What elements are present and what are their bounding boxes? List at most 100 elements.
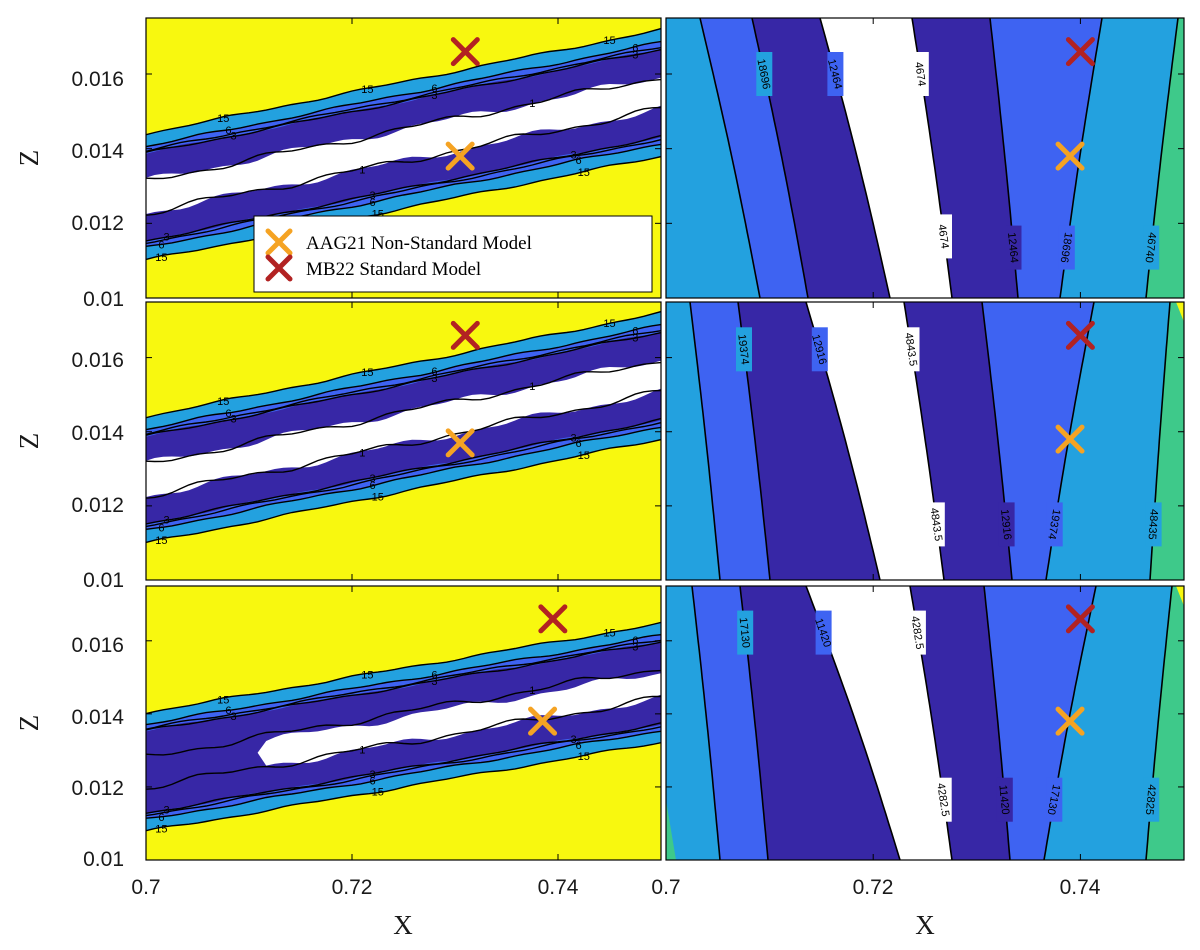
- contour-label: 6: [225, 705, 231, 717]
- contour-label: 15: [217, 694, 229, 706]
- mb22-marker: [1065, 37, 1095, 67]
- aag21-marker: [445, 428, 475, 458]
- z-axis-label: Z: [14, 433, 44, 450]
- x-axis-label: X: [915, 910, 935, 940]
- contour-label: 6: [632, 635, 638, 647]
- contour-label: 3: [370, 473, 376, 485]
- axes-frame: [665, 585, 1185, 861]
- x-tick-label: 0.7: [651, 876, 680, 899]
- z-axis-label: Z: [14, 715, 44, 732]
- legend-box: [253, 215, 653, 293]
- contour-label: 4282.5: [908, 615, 925, 650]
- contour-label: 12464: [1005, 232, 1020, 264]
- contour-label: 48435: [1146, 509, 1160, 540]
- contour-label-bg: [1058, 225, 1075, 270]
- contour-label: 4674: [912, 61, 927, 87]
- x-tick-label: 0.7: [131, 876, 160, 899]
- contour-label: 3: [632, 641, 638, 653]
- contour-label: 15: [361, 84, 373, 96]
- contour-label: 1: [529, 98, 535, 110]
- x-tick-label: 0.74: [1060, 876, 1101, 899]
- contour-label: 3: [231, 711, 237, 723]
- contour-label-bg: [998, 502, 1015, 547]
- z-tick-label: 0.012: [71, 777, 124, 800]
- right-panel-2-fills: [666, 302, 1184, 580]
- contour-label: 15: [578, 450, 590, 462]
- contour-label: 18696: [1058, 231, 1074, 263]
- z-tick-label: 0.016: [71, 68, 124, 91]
- contour-label: 4674: [935, 224, 950, 250]
- contour-label-bg: [737, 610, 754, 655]
- mb22-marker: [538, 604, 568, 634]
- contour-label: 18696: [754, 58, 772, 90]
- contour-label: 6: [158, 523, 164, 535]
- contour-label: 3: [570, 432, 576, 444]
- axes-frames: [145, 17, 1185, 861]
- mb22-marker: [450, 37, 480, 67]
- contour-label: 3: [632, 50, 638, 62]
- right-panel-1-fills: [666, 18, 1184, 298]
- z-tick-label: 0.01: [83, 848, 124, 871]
- contour-label: 3: [431, 373, 437, 385]
- z-tick-label: 0.016: [71, 634, 124, 657]
- contour-label-bg: [1046, 502, 1063, 547]
- z-tick-label: 0.01: [83, 569, 124, 592]
- z-tick-label: 0.01: [83, 288, 124, 311]
- axes-frame: [145, 17, 662, 299]
- contour-label-bg: [935, 777, 952, 822]
- contour-label: 6: [431, 670, 437, 682]
- contour-label: 3: [370, 190, 376, 202]
- contour-label-bg: [1046, 777, 1063, 822]
- model-markers: [445, 37, 1095, 736]
- contour-label: 19374: [1045, 508, 1062, 540]
- legend-label-aag21: AAG21 Non-Standard Model: [306, 233, 532, 254]
- contour-label: 3: [164, 515, 170, 527]
- contour-label-bg: [1143, 777, 1160, 822]
- contour-label: 6: [576, 155, 582, 167]
- left-panel-2-lines: [146, 310, 661, 544]
- contour-label-bg: [756, 52, 773, 96]
- contour-label: 15: [155, 535, 167, 547]
- contour-label: 12916: [998, 509, 1013, 541]
- contour-label-bg: [1005, 225, 1022, 270]
- contour-label: 3: [431, 676, 437, 688]
- contour-label: 6: [632, 326, 638, 338]
- contour-label: 3: [431, 90, 437, 102]
- mb22-marker: [450, 320, 480, 350]
- left-panel-3-fills: [146, 586, 661, 860]
- contour-label: 3: [632, 333, 638, 345]
- z-tick-label: 0.014: [71, 706, 124, 729]
- contour-label-bg: [815, 610, 832, 655]
- contour-label: 3: [164, 232, 170, 244]
- legend-marker-mb22: [265, 254, 293, 282]
- z-tick-label: 0.016: [71, 349, 124, 372]
- contour-label: 6: [158, 240, 164, 252]
- axes-frame: [145, 585, 662, 861]
- contour-label-bg: [1145, 502, 1162, 547]
- z-tick-label: 0.012: [71, 494, 124, 517]
- aag21-marker: [1055, 141, 1085, 171]
- aag21-marker: [528, 706, 558, 736]
- contour-label-bg: [936, 214, 952, 259]
- left-panel-2-fills: [146, 302, 661, 580]
- aag21-marker: [1055, 424, 1085, 454]
- contour-label: 15: [155, 252, 167, 264]
- contour-label: 1: [529, 381, 535, 393]
- z-tick-label: 0.014: [71, 422, 124, 445]
- contour-label: 6: [158, 812, 164, 824]
- contour-label: 1: [359, 447, 365, 459]
- contour-label: 42825: [1143, 784, 1158, 816]
- x-tick-label: 0.74: [538, 876, 579, 899]
- contour-label-bg: [928, 502, 945, 547]
- x-axis-label: X: [393, 910, 413, 940]
- contour-label: 15: [603, 35, 615, 47]
- aag21-marker: [1055, 706, 1085, 736]
- contour-label: 19374: [735, 334, 750, 366]
- contour-label-bg: [827, 52, 844, 96]
- contour-label: 6: [576, 438, 582, 450]
- contour-label: 17130: [737, 617, 752, 649]
- contour-label: 4843.5: [902, 332, 919, 367]
- contour-label: 6: [576, 740, 582, 752]
